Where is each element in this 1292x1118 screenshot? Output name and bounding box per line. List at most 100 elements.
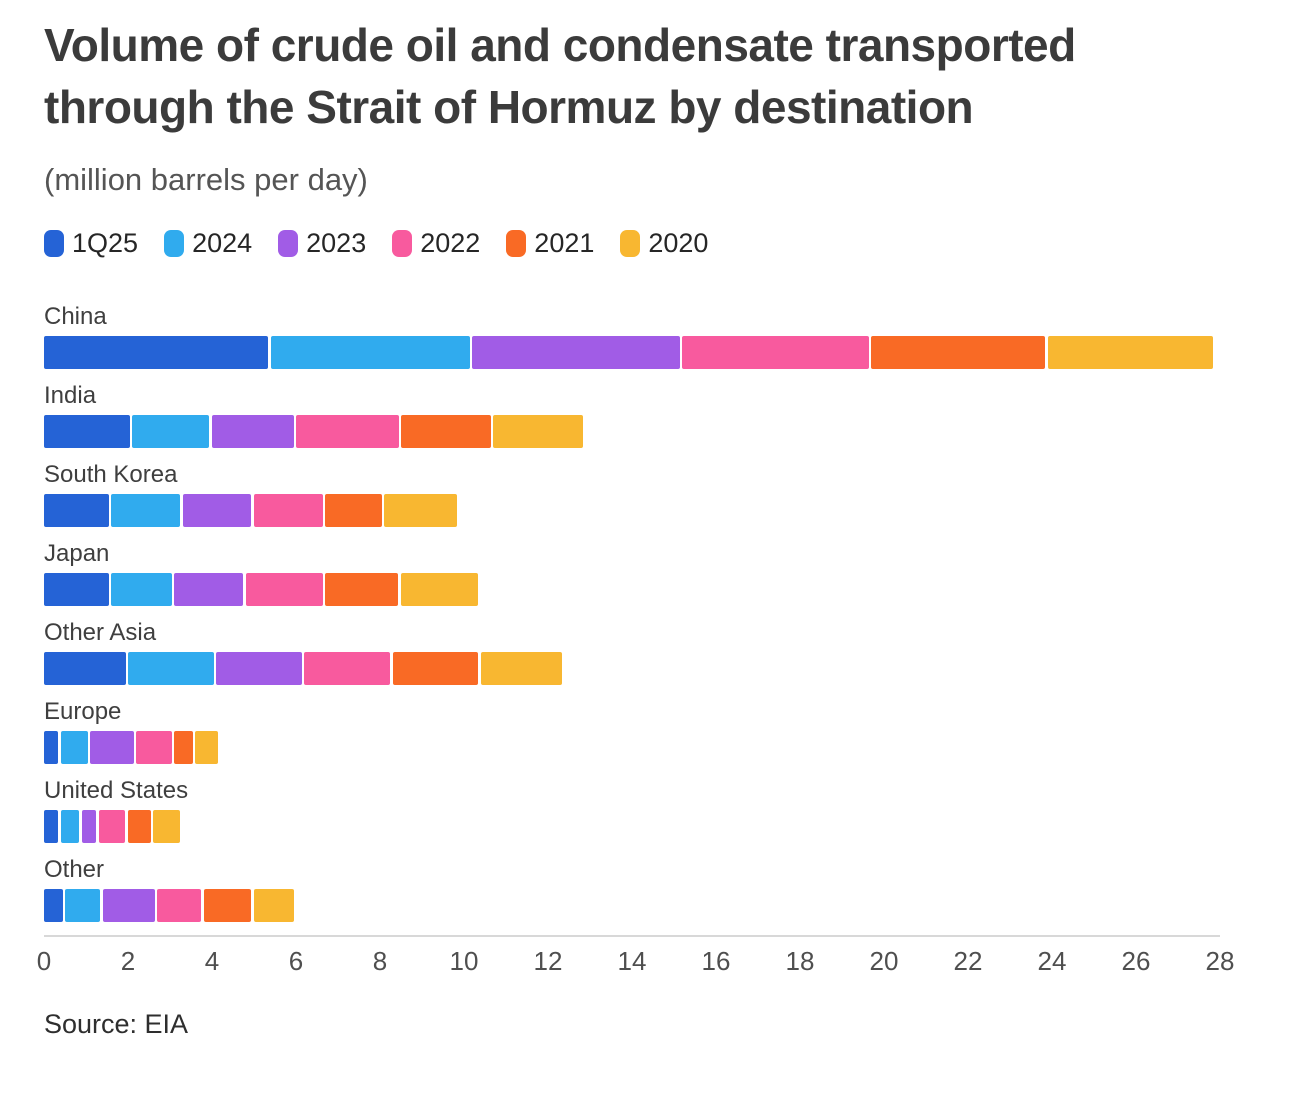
bar-segment-1q25 (44, 889, 63, 923)
legend-swatch-2021 (506, 230, 527, 258)
bar-segment-2021 (128, 810, 151, 844)
bar-segment-1q25 (44, 731, 59, 765)
bar-track (44, 889, 1220, 923)
legend-swatch-2024 (164, 230, 185, 258)
legend-label-2023: 2023 (306, 228, 367, 259)
bar-row-label: United States (44, 777, 189, 805)
x-axis-tick-label: 22 (953, 946, 983, 977)
bar-row-china: China (44, 303, 1220, 370)
bar-row-europe: Europe (44, 698, 1220, 765)
legend-item-2022: 2022 (392, 228, 480, 259)
bar-row-label: India (44, 382, 97, 410)
bar-segment-1q25 (44, 652, 126, 686)
bar-segment-2022 (98, 810, 126, 844)
x-axis-tick-label: 2 (120, 946, 136, 977)
x-axis-tick-label: 24 (1037, 946, 1067, 977)
x-axis-tick-label: 10 (449, 946, 479, 977)
bar-row-label: Other (44, 856, 105, 884)
legend-label-2021: 2021 (534, 228, 595, 259)
bar-segment-2021 (401, 415, 491, 449)
bar-segment-2020 (480, 652, 563, 686)
bar-segment-2022 (304, 652, 391, 686)
bar-segment-1q25 (44, 573, 109, 607)
bar-segment-2022 (682, 336, 869, 370)
bar-segment-2020 (153, 810, 181, 844)
legend-label-1q25: 1Q25 (72, 228, 139, 259)
bar-row-other-asia: Other Asia (44, 619, 1220, 686)
bar-segment-2021 (871, 336, 1046, 370)
bar-segment-2024 (60, 731, 88, 765)
chart-subtitle: (million barrels per day) (44, 162, 368, 198)
legend-swatch-2020 (620, 230, 641, 258)
legend-label-2024: 2024 (192, 228, 253, 259)
bar-segment-2020 (401, 573, 479, 607)
bar-segment-1q25 (44, 494, 109, 528)
bar-segment-2021 (174, 731, 193, 765)
bar-segment-1q25 (44, 810, 59, 844)
legend-item-2023: 2023 (278, 228, 366, 259)
bar-segment-2023 (102, 889, 155, 923)
bar-segment-2021 (325, 494, 382, 528)
legend-swatch-2022 (392, 230, 413, 258)
bar-segment-2022 (245, 573, 323, 607)
x-axis-tick-label: 16 (701, 946, 731, 977)
legend-item-2021: 2021 (506, 228, 594, 259)
chart-title: Volume of crude oil and condensate trans… (44, 19, 1076, 134)
bar-row-label: South Korea (44, 461, 178, 489)
x-axis-tick-label: 0 (36, 946, 52, 977)
source-note: Source: EIA (44, 1009, 189, 1040)
x-axis-tick-label: 18 (785, 946, 815, 977)
x-axis-tick-label: 12 (533, 946, 563, 977)
bar-segment-2022 (254, 494, 323, 528)
bar-segment-2023 (174, 573, 244, 607)
bar-track (44, 415, 1220, 449)
bar-segment-2024 (111, 573, 172, 607)
bar-row-united-states: United States (44, 777, 1220, 844)
bar-row-india: India (44, 382, 1220, 449)
x-axis-tick-label: 14 (617, 946, 647, 977)
bar-row-japan: Japan (44, 540, 1220, 607)
bar-segment-2024 (60, 810, 80, 844)
legend-swatch-2023 (278, 230, 299, 258)
bar-segment-1q25 (44, 415, 130, 449)
x-axis-tick-label: 26 (1121, 946, 1151, 977)
legend-label-2022: 2022 (420, 228, 481, 259)
bar-segment-2021 (203, 889, 252, 923)
bar-segment-2020 (1047, 336, 1214, 370)
x-axis-tick-label: 20 (869, 946, 899, 977)
x-axis-tick-label: 6 (288, 946, 304, 977)
bar-segment-2023 (212, 415, 294, 449)
bar-row-label: Japan (44, 540, 110, 568)
legend-swatch-1q25 (44, 230, 64, 258)
bar-segment-2023 (90, 731, 134, 765)
bar-row-label: China (44, 303, 107, 331)
bar-row-other: Other (44, 856, 1220, 923)
bar-segment-2020 (254, 889, 294, 923)
bar-row-label: Other Asia (44, 619, 157, 647)
legend-label-2020: 2020 (648, 228, 709, 259)
bar-track (44, 731, 1220, 765)
bar-segment-2022 (157, 889, 202, 923)
bar-segment-2024 (128, 652, 214, 686)
bar-segment-2024 (111, 494, 181, 528)
x-axis-tick-label: 28 (1205, 946, 1235, 977)
bar-row-south-korea: South Korea (44, 461, 1220, 528)
bar-segment-2020 (384, 494, 458, 528)
bar-segment-2020 (493, 415, 584, 449)
bar-segment-2023 (182, 494, 252, 528)
bar-segment-2024 (132, 415, 210, 449)
bar-segment-2021 (392, 652, 479, 686)
bar-segment-2022 (296, 415, 399, 449)
bar-track (44, 573, 1220, 607)
bar-segment-2024 (270, 336, 470, 370)
bar-segment-2024 (65, 889, 101, 923)
x-axis-tick-label: 8 (372, 946, 388, 977)
bar-segment-2023 (472, 336, 680, 370)
x-axis-tick-label: 4 (204, 946, 220, 977)
bar-segment-2023 (216, 652, 302, 686)
legend: 1Q25 2024 2023 2022 2021 2020 (44, 228, 1220, 259)
legend-item-2024: 2024 (164, 228, 252, 259)
bar-track (44, 810, 1220, 844)
bar-segment-1q25 (44, 336, 269, 370)
